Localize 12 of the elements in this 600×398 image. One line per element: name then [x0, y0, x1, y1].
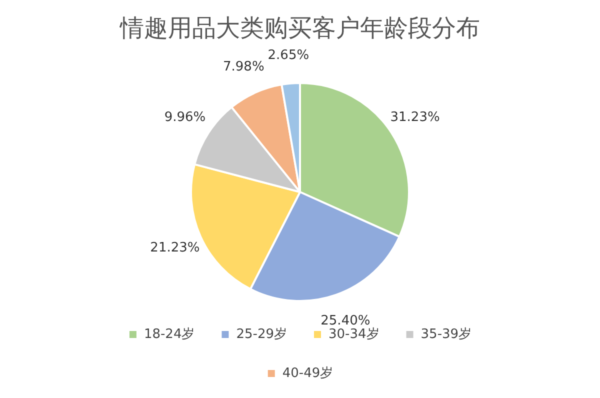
data-label: 9.96% [164, 110, 206, 125]
legend-label: 40-49岁 [282, 366, 334, 381]
data-label: 25.40% [320, 314, 370, 329]
chart-title: 情趣用品大类购买客户年龄段分布 [118, 13, 481, 44]
legend-label: 35-39岁 [420, 326, 472, 342]
data-label: 31.23% [390, 110, 440, 125]
data-label: 7.98% [223, 59, 264, 74]
data-label: 2.65% [268, 48, 310, 63]
legend-label: 30-34岁 [328, 326, 380, 342]
data-label: 21.23% [150, 240, 200, 256]
legend-label: 25-29岁 [236, 326, 288, 342]
legend-label: 18-24岁 [144, 326, 195, 342]
